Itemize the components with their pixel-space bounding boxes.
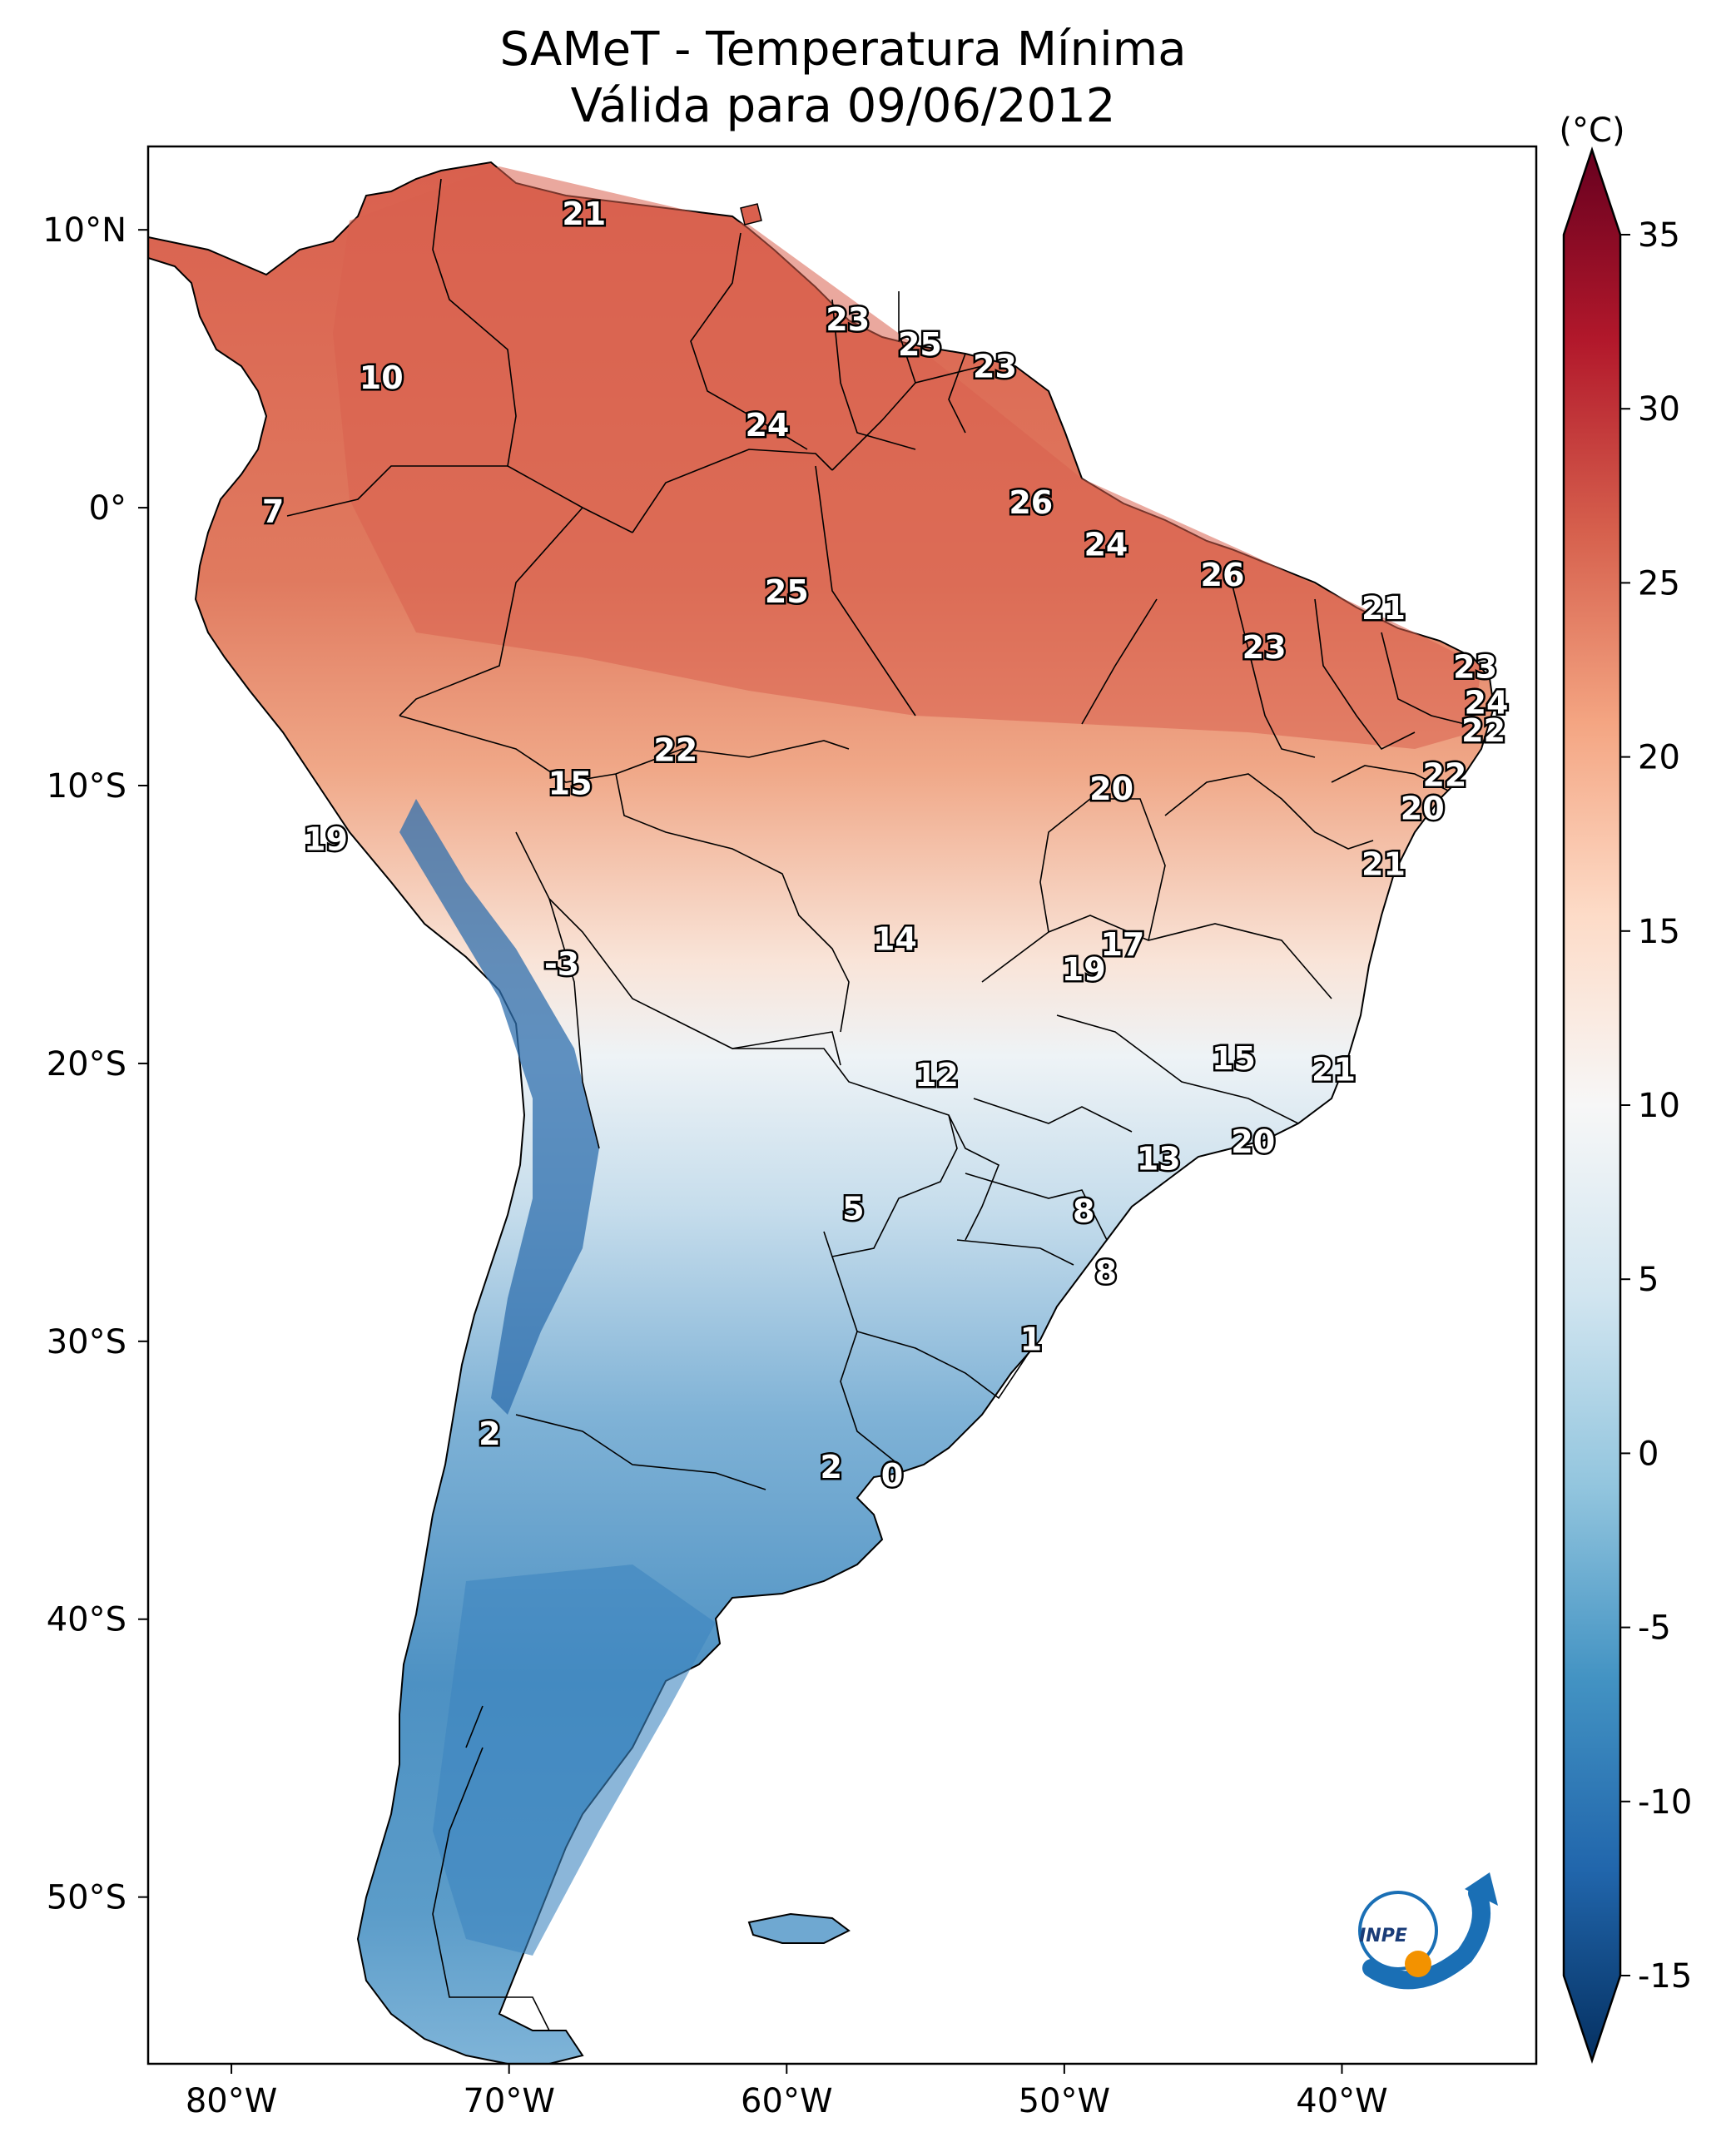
lon-tick-label: 40°W <box>1296 2082 1387 2120</box>
lon-tick-label: 50°W <box>1019 2082 1110 2120</box>
colorbar-tick-label: 0 <box>1638 1435 1659 1473</box>
falkland-islands <box>747 1912 851 1944</box>
trinidad-island <box>740 203 762 226</box>
station-value-38: 2 <box>820 1449 841 1485</box>
logo-swoosh-icon <box>1362 1884 1490 1990</box>
logo-ring-icon <box>1358 1891 1438 1971</box>
station-value-1: 21 <box>562 196 606 232</box>
station-value-36: 1 <box>1020 1321 1042 1357</box>
station-value-5: 25 <box>898 326 942 363</box>
warm-region-north <box>333 166 1481 749</box>
land-group <box>148 161 1495 2064</box>
station-value-39: 0 <box>881 1457 903 1494</box>
colorbar-tick-label: 20 <box>1638 739 1680 777</box>
station-value-9: 24 <box>1084 526 1128 563</box>
station-value-29: 12 <box>915 1057 959 1093</box>
station-value-10: 26 <box>1201 557 1245 593</box>
colorbar-tick-label: 10 <box>1638 1087 1680 1125</box>
station-value-27: -3 <box>544 946 579 983</box>
station-value-4: 23 <box>826 301 870 338</box>
colorbar-tick-label: 30 <box>1638 390 1680 429</box>
axis-ticks: 80°W 70°W 60°W 50°W 40°W 10°N 0° 10°S 20°S 30°S 40… <box>42 211 1388 2120</box>
lat-tick-label: 50°S <box>47 1879 126 1917</box>
station-value-6: 23 <box>973 349 1017 385</box>
lat-tick-label: 0° <box>89 489 126 528</box>
station-value-16: 22 <box>1461 712 1505 749</box>
station-value-14: 23 <box>1453 648 1497 685</box>
station-value-30: 21 <box>1312 1051 1356 1088</box>
station-value-13: 23 <box>1242 629 1287 666</box>
station-value-8: 26 <box>1009 484 1053 521</box>
title-line-1: SAMeT - Temperatura Mínima <box>499 22 1187 77</box>
colorbar: (°C) 35 30 25 20 15 10 5 0 -5 -10 -15 <box>1559 112 1692 2064</box>
inpe-logo: INPE <box>1358 1872 1498 1990</box>
lon-tick-label: 80°W <box>186 2082 277 2120</box>
station-value-24: 14 <box>873 921 917 958</box>
logo-arrow-icon <box>1465 1872 1498 1906</box>
station-value-25: 17 <box>1100 926 1144 963</box>
station-value-35: 8 <box>1095 1254 1117 1291</box>
station-value-31: 20 <box>1231 1123 1275 1160</box>
station-value-28: 15 <box>1212 1040 1256 1077</box>
station-value-33: 5 <box>842 1190 864 1227</box>
logo-text: INPE <box>1359 1926 1407 1946</box>
station-value-19: 15 <box>548 766 593 802</box>
station-value-37: 2 <box>479 1416 500 1452</box>
station-value-32: 13 <box>1137 1140 1181 1177</box>
colorbar-unit: (°C) <box>1559 112 1624 150</box>
station-value-26: 19 <box>1062 951 1106 988</box>
lon-tick-label: 70°W <box>463 2082 554 2120</box>
patagonia-cold-region <box>433 1564 716 1956</box>
colorbar-tick-label: -15 <box>1638 1957 1692 1996</box>
logo-sun-icon <box>1405 1951 1431 1977</box>
station-value-12: 21 <box>1362 590 1406 627</box>
station-value-3: 7 <box>262 493 284 529</box>
colorbar-tick-label: 5 <box>1638 1261 1659 1299</box>
map-title: SAMeT - Temperatura Mínima Válida para 0… <box>150 22 1536 135</box>
station-value-15: 24 <box>1465 685 1509 721</box>
map-frame <box>146 145 1538 2065</box>
station-value-34: 8 <box>1073 1193 1094 1230</box>
colorbar-tick-label: 15 <box>1638 913 1680 951</box>
station-value-11: 25 <box>765 573 809 610</box>
station-value-2: 10 <box>360 359 404 396</box>
lat-tick-label: 10°S <box>47 767 126 806</box>
lat-tick-label: 20°S <box>47 1045 126 1083</box>
lat-tick-label: 30°S <box>47 1323 126 1361</box>
station-value-18: 22 <box>1422 757 1466 794</box>
station-value-17: 22 <box>653 731 697 768</box>
colorbar-tick-label: -10 <box>1638 1783 1692 1822</box>
station-value-20: 20 <box>1089 771 1133 807</box>
andes-cold-band <box>399 799 599 1415</box>
station-value-7: 24 <box>745 407 789 444</box>
station-value-22: 19 <box>304 821 348 857</box>
lat-tick-label: 40°S <box>47 1601 126 1639</box>
station-value-21: 20 <box>1401 791 1445 827</box>
colorbar-tick-label: -5 <box>1638 1609 1671 1648</box>
colorbar-tick-label: 25 <box>1638 564 1680 602</box>
title-line-2: Válida para 09/06/2012 <box>570 79 1116 133</box>
country-borders <box>286 178 1466 2031</box>
lat-tick-label: 10°N <box>42 211 126 250</box>
colorbar-tick-label: 35 <box>1638 216 1680 255</box>
colorbar-ticks: 35 30 25 20 15 10 5 0 -5 -10 -15 <box>1620 216 1692 1996</box>
lon-tick-label: 60°W <box>741 2082 832 2120</box>
station-value-23: 21 <box>1362 845 1406 882</box>
colorbar-body <box>1562 146 1622 2064</box>
